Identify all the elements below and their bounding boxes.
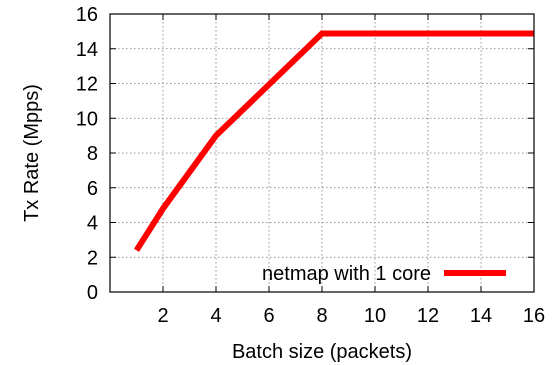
y-tick-label: 6 bbox=[87, 178, 98, 200]
x-tick-label: 8 bbox=[316, 305, 327, 327]
x-axis-title: Batch size (packets) bbox=[232, 341, 412, 363]
y-axis-title: Tx Rate (Mpps) bbox=[21, 84, 43, 222]
series-layer bbox=[133, 30, 534, 252]
x-tick-label: 2 bbox=[157, 305, 168, 327]
legend-label: netmap with 1 core bbox=[262, 263, 431, 285]
x-tick-label: 6 bbox=[263, 305, 274, 327]
y-tick-labels: 0 2 4 6 8 10 12 14 16 bbox=[76, 4, 98, 304]
x-tick-label: 4 bbox=[210, 305, 221, 327]
plot-frame bbox=[109, 13, 535, 293]
y-tick-label: 4 bbox=[87, 213, 98, 235]
legend: netmap with 1 core bbox=[262, 263, 506, 285]
y-tick-label: 16 bbox=[76, 4, 98, 26]
x-tick-label: 14 bbox=[470, 305, 492, 327]
series-line bbox=[133, 30, 534, 252]
x-tick-label: 10 bbox=[364, 305, 386, 327]
y-tick-label: 8 bbox=[87, 143, 98, 165]
y-tick-label: 14 bbox=[76, 39, 98, 61]
y-tick-label: 2 bbox=[87, 247, 98, 269]
x-tick-labels: 2 4 6 8 10 12 14 16 bbox=[157, 305, 545, 327]
y-tick-label: 0 bbox=[87, 282, 98, 304]
grid bbox=[110, 14, 534, 292]
x-tick-label: 12 bbox=[417, 305, 439, 327]
x-tick-label: 16 bbox=[523, 305, 545, 327]
y-tick-label: 12 bbox=[76, 74, 98, 96]
y-tick-label: 10 bbox=[76, 108, 98, 130]
